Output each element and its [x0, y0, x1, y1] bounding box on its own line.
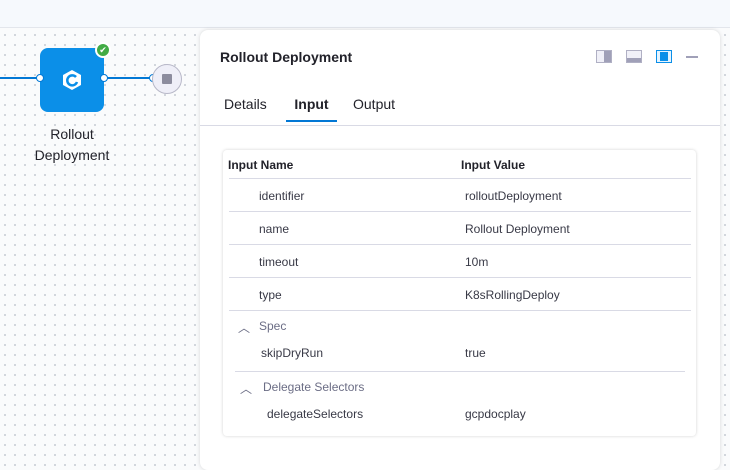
input-value: rolloutDeployment: [465, 189, 562, 203]
edge-out: [104, 77, 154, 79]
section-title: Delegate Selectors: [263, 380, 365, 394]
input-value: gcpdocplay: [465, 407, 526, 421]
table-row: skipDryRun true: [229, 340, 691, 370]
node-port-out: [100, 74, 108, 82]
section-title: Spec: [259, 319, 287, 333]
table-row: identifier rolloutDeployment: [229, 178, 691, 211]
input-name: timeout: [259, 255, 299, 269]
success-check-icon: ✔: [95, 42, 111, 58]
rollout-icon: [63, 70, 81, 90]
tab-input[interactable]: Input: [286, 96, 337, 122]
float-panel-icon[interactable]: [656, 50, 672, 63]
section-delegate-selectors-toggle[interactable]: ︿ Delegate Selectors: [235, 371, 685, 401]
input-name: skipDryRun: [261, 346, 324, 360]
input-name: name: [259, 222, 290, 236]
table-row: timeout 10m: [229, 244, 691, 277]
input-name: identifier: [259, 189, 305, 203]
chevron-up-icon: ︿: [240, 382, 253, 396]
tab-output[interactable]: Output: [353, 96, 396, 112]
section-spec-toggle[interactable]: ︿ Spec: [229, 310, 691, 340]
header-input-value: Input Value: [461, 158, 526, 172]
input-value: 10m: [465, 255, 489, 269]
tab-details[interactable]: Details: [224, 96, 267, 112]
table-row: name Rollout Deployment: [229, 211, 691, 244]
pipeline-end-node: [152, 64, 182, 94]
input-name: type: [259, 288, 282, 302]
minimize-icon[interactable]: [686, 55, 698, 58]
input-name: delegateSelectors: [267, 407, 364, 421]
step-details-panel: Rollout Deployment Details Input Output …: [200, 30, 720, 470]
table-row: type K8sRollingDeploy: [229, 277, 691, 310]
split-right-icon[interactable]: [596, 50, 612, 63]
node-port-in: [36, 74, 44, 82]
table-row: delegateSelectors gcpdocplay: [229, 401, 691, 431]
node-label: Rollout Deployment: [34, 126, 110, 163]
input-value: K8sRollingDeploy: [465, 288, 560, 302]
input-value: Rollout Deployment: [465, 222, 570, 236]
chevron-up-icon: ︿: [238, 321, 251, 335]
panel-tabs: Details Input Output: [200, 92, 720, 126]
split-bottom-icon[interactable]: [626, 50, 642, 63]
header-input-name: Input Name: [228, 158, 294, 172]
panel-title: Rollout Deployment: [220, 49, 353, 65]
input-value: true: [465, 346, 486, 360]
input-table: Input Name Input Value identifier rollout…: [223, 150, 696, 436]
top-bar: [0, 0, 730, 28]
rollout-step-node[interactable]: [40, 48, 104, 112]
edge-in: [0, 77, 40, 79]
